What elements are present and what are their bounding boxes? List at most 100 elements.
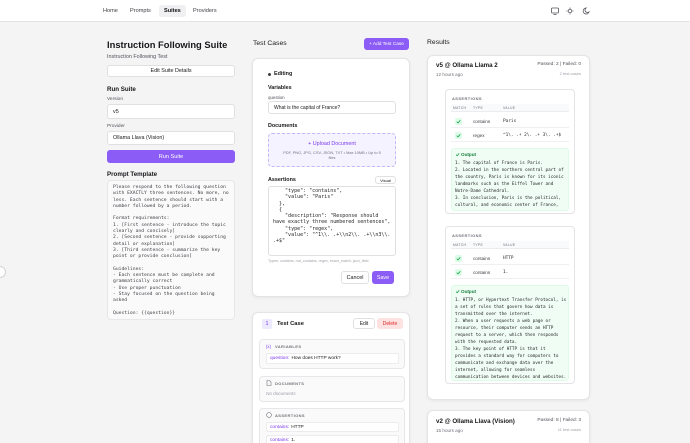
result-case: ASSERTIONS MATCH TYPE VALUE contains Paris reg…	[445, 89, 575, 214]
run-card: v2 @ Ollama Llava (Vision) Passed: 8 | F…	[427, 410, 590, 443]
visual-button[interactable]: Visual	[375, 176, 396, 184]
case-title: Test Case	[277, 321, 304, 327]
version-label: Version	[107, 97, 123, 102]
assertions-editor[interactable]: "type": "contains", "value": "Paris" }, …	[268, 186, 396, 256]
edit-button[interactable]: Edit	[353, 318, 375, 329]
assertions-caption: ASSERTIONS	[452, 233, 483, 238]
nav-item[interactable]: Suites	[159, 5, 186, 17]
question-input[interactable]: What is the capital of France?	[268, 101, 396, 114]
variables-heading: Variables	[268, 85, 292, 91]
documents-empty: No documents	[266, 391, 296, 396]
output-check	[455, 289, 460, 294]
column-header: TYPE	[473, 243, 484, 247]
run-title: v5 @ Ollama Llama 2	[436, 62, 498, 69]
variable-row: question: How does HTTP work?	[266, 353, 399, 364]
assertion-row	[451, 114, 569, 128]
table-header	[451, 241, 569, 249]
provider-select[interactable]: Ollama Llava (Vision)	[107, 131, 235, 145]
variable-value: How does HTTP work?	[291, 356, 341, 361]
template-heading: Prompt Template	[107, 171, 158, 178]
nav-item[interactable]: Prompts	[130, 8, 151, 14]
assertion-value: HTTP	[291, 424, 304, 430]
run-time: 15 hours ago	[436, 428, 463, 433]
question-label: question	[268, 95, 285, 100]
run-title: v2 @ Ollama Llava (Vision)	[436, 418, 515, 425]
output-check	[455, 152, 460, 157]
documents-heading: Documents	[268, 123, 298, 129]
results-heading: Results	[427, 39, 450, 46]
editor-status: Editing	[274, 71, 293, 77]
version-input[interactable]: v5	[107, 104, 235, 119]
variable-key: question:	[270, 356, 290, 361]
save-button[interactable]: Save	[372, 271, 394, 284]
add-test-case-button[interactable]: + Add Test Case	[364, 38, 409, 50]
assertion-value: ^1\. .+ 2\. .+ 3\. .+$	[503, 132, 562, 138]
assertion-type: regex	[473, 132, 485, 138]
case-number: 1	[262, 319, 272, 329]
upload-hint: PDF, PNG, JPG, CSV, JSON, TXT • Max 10MB…	[283, 150, 381, 160]
assertion-value: HTTP	[503, 255, 514, 261]
output-heading: Output	[461, 289, 477, 294]
assertion-row: contains: 1.	[266, 435, 399, 443]
assertion-type: contains	[473, 118, 491, 124]
output-panel: Output 1. HTTP, or Hypertext Transfer Pro…	[451, 285, 569, 381]
variables-box: {x} VARIABLES question: How does HTTP wo…	[259, 339, 405, 369]
variables-icon: {x}	[266, 344, 271, 349]
sidebar-handle[interactable]	[0, 266, 6, 278]
variables-caption: VARIABLES	[275, 344, 302, 349]
assertion-value: Paris	[503, 118, 517, 124]
test-case-card: 1 Test Case Edit Delete {x} VARIABLES qu…	[252, 312, 410, 443]
documents-box: DOCUMENTS No documents	[259, 376, 405, 402]
theme-icons[interactable]	[550, 6, 595, 16]
documents-caption: DOCUMENTS	[275, 381, 305, 386]
suite-title: Instruction Following Suite	[107, 39, 228, 50]
column-header: VALUE	[503, 243, 516, 247]
assertion-row	[451, 265, 569, 279]
run-time: 12 hours ago	[436, 72, 463, 77]
nav-item[interactable]: Home	[103, 8, 118, 14]
assert-icon	[266, 412, 272, 418]
assertion-type: contains	[473, 255, 491, 261]
assertion-type: contains:	[270, 424, 290, 430]
upload-area[interactable]: + Upload Document PDF, PNG, JPG, CSV, JS…	[268, 133, 396, 167]
delete-button[interactable]: Delete	[377, 318, 403, 329]
template-textarea[interactable]: Please respond to the following question…	[107, 180, 235, 320]
column-header: MATCH	[453, 243, 467, 247]
check-icon	[455, 117, 462, 125]
doc-icon	[266, 380, 272, 386]
status-dot	[268, 73, 271, 76]
run-count: 11 test cases	[557, 427, 581, 432]
test-cases-heading: Test Cases	[253, 40, 287, 47]
output-text: 1. HTTP, or Hypertext Transfer Protocol,…	[455, 298, 567, 378]
output-text: 1. The capital of France is Paris. 2. Lo…	[455, 161, 564, 208]
run-count: 2 test cases	[559, 71, 581, 76]
assertions-caption: ASSERTIONS	[275, 413, 306, 418]
check-icon	[455, 254, 462, 262]
column-header: VALUE	[503, 106, 516, 110]
nav-item[interactable]: Providers	[193, 8, 217, 14]
column-header: MATCH	[453, 106, 467, 110]
run-card: v5 @ Ollama Llama 2 Passed: 2 | Failed: …	[427, 55, 590, 400]
table-header	[451, 104, 569, 112]
assertions-heading: Assertions	[268, 177, 296, 183]
assertion-row	[451, 251, 569, 265]
edit-suite-button[interactable]: Edit Suite Details	[107, 65, 235, 77]
assertion-type: contains:	[270, 437, 290, 443]
column-header: TYPE	[473, 106, 484, 110]
result-case: ASSERTIONS MATCH TYPE VALUE contains HTTP cont…	[445, 226, 575, 384]
check-icon	[455, 268, 462, 276]
assertion-type: contains	[473, 269, 491, 275]
cancel-button[interactable]: Cancel	[341, 271, 369, 284]
assertion-row	[451, 128, 569, 142]
upload-link[interactable]: + Upload Document	[308, 141, 356, 147]
assertion-value: 1.	[291, 437, 296, 443]
run-suite-button[interactable]: Run Suite	[107, 150, 235, 163]
output-panel: Output 1. The capital of France is Paris.…	[451, 148, 569, 211]
assertion-value: 1.	[503, 269, 509, 275]
top-nav: Home Prompts Suites Providers	[0, 0, 690, 22]
provider-label: Provider	[107, 124, 125, 129]
assertions-caption: ASSERTIONS	[452, 96, 483, 101]
types-hint: Types: contains, not_contains, regex, ex…	[268, 259, 369, 263]
output-heading: Output	[461, 152, 477, 157]
